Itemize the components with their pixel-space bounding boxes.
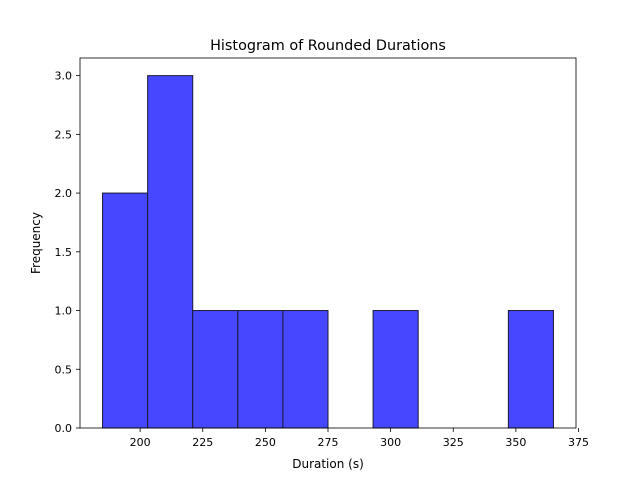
y-tick-label: 2.5 xyxy=(55,128,73,141)
x-tick-label: 325 xyxy=(443,436,464,449)
x-tick-label: 275 xyxy=(318,436,339,449)
x-tick-label: 250 xyxy=(255,436,276,449)
y-tick-label: 0.0 xyxy=(55,422,73,435)
x-tick-label: 225 xyxy=(192,436,213,449)
y-tick-label: 1.0 xyxy=(55,305,73,318)
x-axis-label: Duration (s) xyxy=(292,457,364,471)
histogram-bar xyxy=(237,310,284,429)
y-axis-label: Frequency xyxy=(29,212,43,274)
y-tick-label: 0.5 xyxy=(55,363,73,376)
plot-frame xyxy=(79,57,577,429)
x-axis-ticks: 200 225 250 275 300 325 350 375 xyxy=(130,428,589,449)
histogram-bar xyxy=(102,192,149,429)
x-tick-label: 200 xyxy=(130,436,151,449)
histogram-bar xyxy=(192,310,239,429)
histogram-bar xyxy=(507,310,554,429)
bars-layer xyxy=(102,75,554,429)
histogram-bar xyxy=(147,75,194,429)
histogram-bar xyxy=(372,310,419,429)
y-tick-label: 1.5 xyxy=(55,246,73,259)
x-tick-label: 375 xyxy=(568,436,589,449)
x-tick-label: 350 xyxy=(505,436,526,449)
x-tick-label: 300 xyxy=(380,436,401,449)
y-axis-ticks: 0.0 0.5 1.0 1.5 2.0 2.5 3.0 xyxy=(55,70,80,435)
chart-title: Histogram of Rounded Durations xyxy=(210,38,446,54)
y-tick-label: 2.0 xyxy=(55,187,73,200)
histogram-bar xyxy=(282,310,329,429)
y-tick-label: 3.0 xyxy=(55,70,73,83)
